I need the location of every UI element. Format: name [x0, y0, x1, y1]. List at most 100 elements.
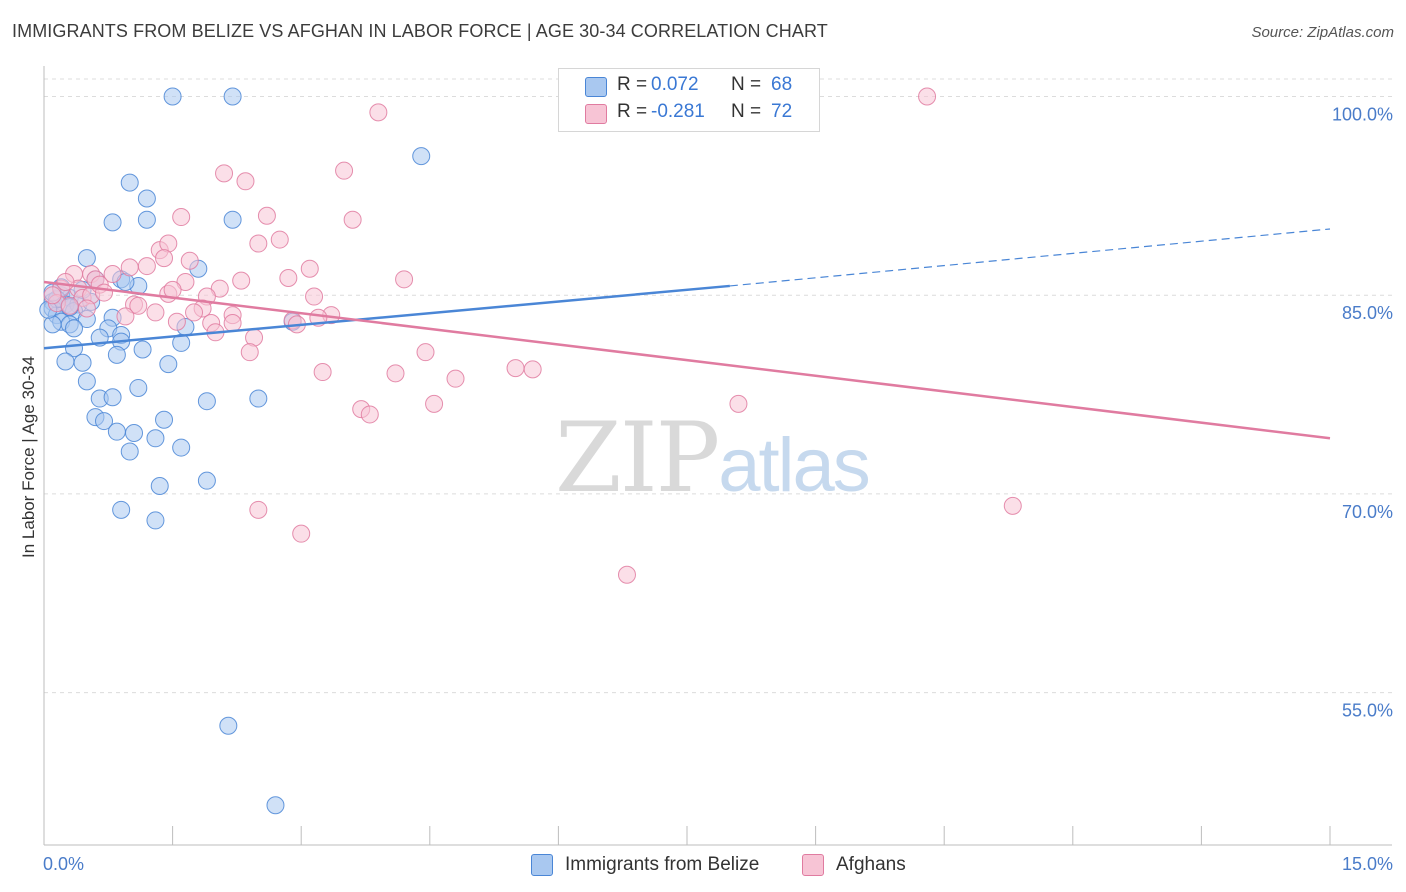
bottom-legend-label: Afghans	[836, 854, 906, 875]
data-point	[523, 360, 542, 379]
data-point	[197, 471, 216, 490]
data-point	[416, 343, 435, 362]
legend-r-label: R =	[617, 74, 648, 95]
trend-line-belize	[43, 284, 730, 350]
watermark: ZIPatlas	[555, 402, 871, 514]
data-point	[185, 303, 204, 322]
data-point	[617, 565, 636, 584]
grid-lines	[44, 78, 1392, 694]
data-point	[155, 249, 174, 268]
data-point	[506, 359, 525, 378]
bottom-legend-belize: Immigrants from Belize	[531, 852, 759, 878]
x-tick-label: 15.0%	[1342, 854, 1393, 874]
series-afghans	[43, 87, 1022, 584]
data-point	[150, 476, 169, 495]
data-point	[249, 234, 268, 253]
data-point	[270, 230, 289, 249]
data-point	[412, 147, 431, 166]
legend-r-value: -0.281	[651, 101, 705, 122]
data-point	[73, 353, 92, 372]
data-point	[95, 283, 114, 302]
data-point	[176, 272, 195, 291]
data-point	[236, 172, 255, 191]
data-point	[120, 258, 139, 277]
data-point	[137, 257, 156, 276]
data-point	[129, 296, 148, 315]
data-point	[65, 319, 84, 338]
trend-line-afghans	[43, 280, 1331, 440]
data-point	[219, 716, 238, 735]
data-point	[335, 161, 354, 180]
data-point	[56, 272, 75, 291]
series-belize	[39, 87, 431, 815]
data-point	[146, 303, 165, 322]
data-point	[215, 164, 234, 183]
legend-n-label: N =	[731, 74, 762, 95]
source-label: Source: ZipAtlas.com	[1251, 24, 1394, 41]
y-tick-label: 55.0%	[1342, 701, 1393, 721]
data-point	[386, 364, 405, 383]
trend-line-belize-extension	[729, 228, 1331, 287]
data-point	[137, 189, 156, 208]
trend-lines	[43, 228, 1331, 440]
watermark-zip: ZIP	[555, 402, 720, 514]
data-point	[1003, 496, 1022, 515]
tick-labels: 100.0% 85.0% 70.0% 55.0% 0.0% 15.0%	[43, 104, 1393, 874]
data-point	[107, 345, 126, 364]
data-point	[369, 103, 388, 122]
y-tick-label: 85.0%	[1342, 303, 1393, 323]
data-point	[172, 438, 191, 457]
legend-r-label: R =	[617, 101, 648, 122]
data-point	[425, 394, 444, 413]
data-point	[77, 372, 96, 391]
data-point	[56, 352, 75, 371]
data-point	[257, 206, 276, 225]
data-point	[249, 500, 268, 519]
data-point	[360, 405, 379, 424]
data-point	[249, 389, 268, 408]
data-point	[918, 87, 937, 106]
data-point	[292, 524, 311, 543]
y-tick-label: 100.0%	[1332, 104, 1393, 124]
data-point	[146, 429, 165, 448]
data-point	[305, 287, 324, 306]
data-point	[163, 87, 182, 106]
data-point	[172, 208, 191, 227]
bottom-legend-afghans: Afghans	[802, 852, 906, 878]
data-point	[77, 249, 96, 268]
data-point	[223, 87, 242, 106]
data-point	[300, 259, 319, 278]
data-point	[266, 796, 285, 815]
data-point	[223, 210, 242, 229]
data-point	[103, 388, 122, 407]
data-point	[112, 500, 131, 519]
axes	[43, 66, 1392, 846]
data-point	[129, 378, 148, 397]
x-tick-label: 0.0%	[43, 854, 84, 874]
y-tick-label: 70.0%	[1342, 502, 1393, 522]
data-point	[446, 369, 465, 388]
data-point	[125, 423, 144, 442]
bottom-legend-swatch-belize	[531, 854, 553, 876]
data-point	[313, 363, 332, 382]
legend-n-value: 68	[771, 74, 793, 95]
data-point	[210, 279, 229, 298]
data-point	[146, 511, 165, 530]
data-point	[133, 340, 152, 359]
bottom-legend-label: Immigrants from Belize	[565, 854, 760, 875]
data-point	[180, 251, 199, 270]
data-point	[729, 394, 748, 413]
data-point	[120, 173, 139, 192]
data-point	[279, 268, 298, 287]
data-point	[197, 392, 216, 411]
data-point	[395, 270, 414, 289]
chart-title: IMMIGRANTS FROM BELIZE VS AFGHAN IN LABO…	[12, 21, 828, 41]
y-axis-label: In Labor Force | Age 30-34	[19, 356, 38, 558]
data-point	[223, 314, 242, 333]
data-point	[232, 271, 251, 290]
data-point	[167, 312, 186, 331]
data-point	[60, 296, 79, 315]
data-point	[172, 333, 191, 352]
data-point	[103, 213, 122, 232]
data-point	[43, 286, 62, 305]
